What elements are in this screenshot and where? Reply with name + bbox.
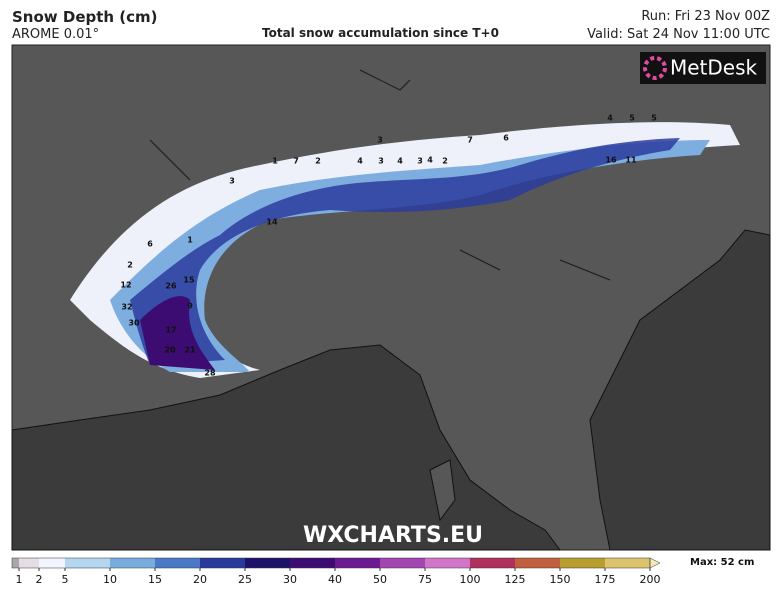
map-label: 4: [607, 114, 613, 123]
colorbar-label: 200: [640, 573, 661, 586]
map-label: 4: [357, 157, 363, 166]
watermark: WXCHARTS.EU: [303, 523, 483, 548]
island: [429, 459, 456, 522]
colorbar-label: 10: [103, 573, 117, 586]
logo-icon: [643, 56, 667, 80]
colorbar-segment: [605, 558, 650, 568]
colorbar-segment: [290, 558, 335, 568]
map-label: 2: [127, 261, 133, 270]
colorbar-arrow: [649, 557, 661, 569]
colorbar-segment: [245, 558, 290, 568]
map-label: 5: [629, 114, 635, 123]
snow-area: [110, 140, 710, 372]
model: AROME 0.01°: [12, 27, 100, 42]
run: Run: Fri 23 Nov 00Z: [641, 9, 770, 24]
colorbar-segment: [39, 558, 65, 568]
map-label: 16: [605, 156, 617, 165]
colorbar-segment: [12, 558, 19, 568]
colorbar-label: 20: [193, 573, 207, 586]
map-label: 9: [187, 302, 193, 311]
map-label: 6: [503, 134, 509, 143]
map-label: 1: [272, 157, 278, 166]
map-label: 3: [378, 157, 384, 166]
map-label: 28: [204, 369, 216, 378]
sea: [11, 344, 561, 551]
snow-area: [140, 296, 215, 370]
map-label: 20: [164, 346, 176, 355]
map-label: 11: [625, 156, 637, 165]
colorbar-segment: [425, 558, 470, 568]
valid: Valid: Sat 24 Nov 11:00 UTC: [587, 27, 770, 42]
colorbar-segment: [470, 558, 515, 568]
colorbar-label: 2: [36, 573, 43, 586]
map-label: 3: [377, 136, 383, 145]
map-label: 15: [183, 276, 195, 285]
colorbar-label: 50: [373, 573, 387, 586]
map-label: 5: [651, 114, 657, 123]
colorbar-label: 125: [505, 573, 526, 586]
colorbar-segment: [200, 558, 245, 568]
colorbar-segment: [515, 558, 560, 568]
colorbar-label: 15: [148, 573, 162, 586]
colorbar-frame: [11, 557, 651, 569]
map-label: 3: [417, 157, 423, 166]
legend-max: Max: 52 cm: [690, 557, 754, 568]
colorbar-label: 100: [460, 573, 481, 586]
map-label: 6: [147, 240, 153, 249]
colorbar-label: 1: [16, 573, 23, 586]
map-label: 2: [315, 157, 321, 166]
logo-box: [640, 52, 766, 84]
colorbar-segment: [380, 558, 425, 568]
map-label: 21: [184, 346, 196, 355]
colorbar-label: 75: [418, 573, 432, 586]
map-label: 14: [266, 218, 278, 227]
colorbar-label: 175: [595, 573, 616, 586]
map-label: 3: [229, 177, 235, 186]
colorbar-label: 30: [283, 573, 297, 586]
title: Snow Depth (cm): [12, 8, 158, 26]
subtitle: Total snow accumulation since T+0: [262, 26, 499, 40]
map-label: 12: [120, 281, 131, 290]
map-label: 2: [442, 157, 448, 166]
snow-area: [70, 122, 740, 378]
colorbar-label: 5: [62, 573, 69, 586]
sea: [589, 229, 771, 551]
map-label: 1: [187, 236, 193, 245]
logo-text: MetDesk: [670, 56, 758, 80]
colorbar-segment: [560, 558, 605, 568]
colorbar-label: 40: [328, 573, 342, 586]
colorbar-segment: [155, 558, 200, 568]
map-label: 4: [427, 156, 433, 165]
map-label: 26: [165, 282, 177, 291]
colorbar-segment: [335, 558, 380, 568]
map-label: 4: [397, 157, 403, 166]
border: [149, 69, 611, 281]
map-label: 7: [293, 157, 299, 166]
colorbar-segment: [110, 558, 155, 568]
colorbar-label: 150: [550, 573, 571, 586]
map-label: 7: [467, 136, 473, 145]
colorbar-label: 25: [238, 573, 252, 586]
colorbar-segment: [19, 558, 39, 568]
colorbar-segment: [65, 558, 110, 568]
map-label: 30: [128, 319, 140, 328]
map-label: 17: [165, 326, 176, 335]
map-label: 32: [121, 303, 132, 312]
